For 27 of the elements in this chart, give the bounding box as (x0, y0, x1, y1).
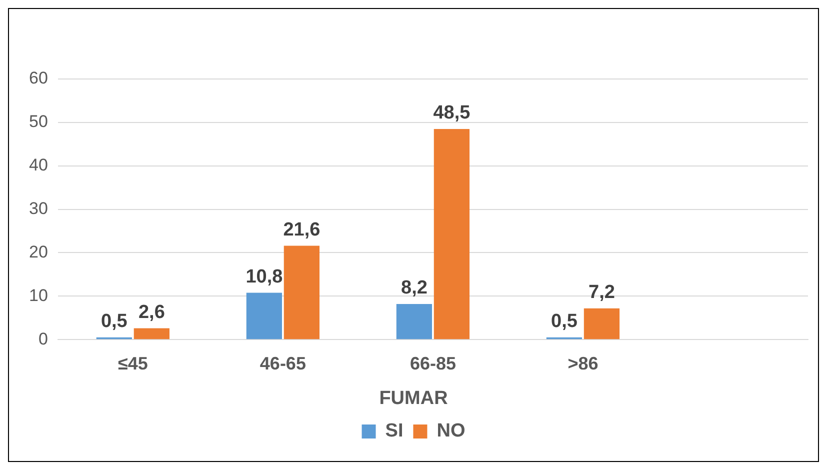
bar (134, 328, 170, 340)
data-label: 7,2 (588, 282, 615, 304)
legend-label: NO (436, 420, 466, 442)
bar (284, 246, 320, 340)
bar (434, 128, 470, 340)
bar (584, 308, 620, 340)
legend-label: SI (385, 420, 404, 442)
y-tick-label: 10 (28, 286, 48, 305)
y-tick-label: 50 (28, 112, 48, 132)
legend-title: FUMAR (379, 388, 448, 409)
y-tick-label: 40 (28, 156, 48, 175)
x-tick-label: >86 (568, 353, 598, 374)
data-label: 48,5 (433, 102, 471, 124)
y-tick-label: 20 (28, 242, 48, 262)
y-tick-label: 30 (28, 198, 48, 218)
data-label: 8,2 (400, 278, 428, 299)
x-tick-label: 66-85 (410, 353, 456, 374)
bar (246, 292, 282, 340)
bar (396, 304, 432, 340)
data-label: 10,8 (246, 266, 283, 288)
x-tick-label: ≤45 (118, 353, 148, 374)
data-label: 2,6 (138, 302, 165, 324)
y-tick-label: 60 (28, 68, 48, 88)
data-label: 21,6 (283, 220, 320, 241)
y-tick-label: 0 (38, 329, 48, 348)
x-tick-label: 46-65 (260, 353, 306, 374)
data-label: 0,5 (100, 311, 128, 332)
